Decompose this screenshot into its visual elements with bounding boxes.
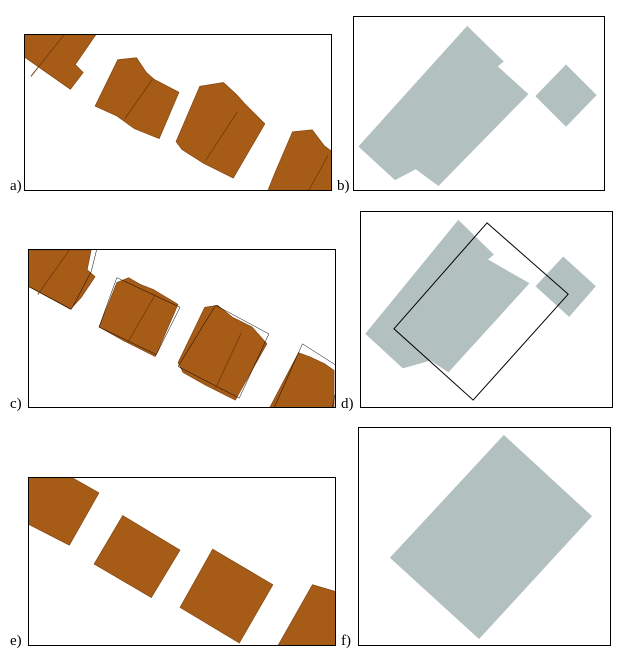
building-roof-4 (269, 352, 335, 407)
building-footprint-small (535, 64, 597, 127)
panel-c-label: c) (10, 396, 22, 412)
panel-c-outlines (29, 250, 335, 407)
building-footprint-large (365, 219, 530, 373)
panel-a-ridges (30, 35, 329, 190)
building-block-4 (277, 584, 335, 645)
panel-b-svg (358, 25, 597, 187)
panel-f-label: f) (341, 633, 351, 649)
building-roof-1 (25, 35, 97, 90)
panel-b-label: b) (337, 178, 350, 194)
panel-d-svg (365, 219, 596, 401)
panel-a-frame (24, 34, 332, 191)
building-block-3 (179, 548, 274, 644)
panel-f-svg (389, 434, 593, 640)
building-footprint-large (358, 25, 529, 187)
building-outline-estimated (393, 222, 569, 401)
panel-d-label: d) (341, 396, 354, 412)
building-outline-2 (98, 277, 181, 355)
panel-c-svg (29, 250, 335, 407)
panel-e-svg (29, 478, 335, 645)
panel-e-roofs (29, 478, 335, 645)
panel-e-label: e) (10, 633, 22, 649)
building-outline-4 (274, 343, 335, 407)
panel-c-ridges (37, 250, 242, 389)
panel-f-frame (358, 427, 611, 646)
panel-c-frame (28, 249, 336, 408)
panel-e-frame (28, 477, 336, 646)
panel-b-frame (353, 16, 605, 191)
building-footprint-regularized (389, 434, 593, 640)
building-block-2 (93, 515, 181, 598)
building-roof-1 (29, 250, 96, 310)
building-roof-3 (177, 304, 268, 401)
building-outline-1 (29, 250, 97, 310)
panel-c-roofs (29, 250, 335, 407)
building-footprint-small (535, 256, 596, 317)
building-roof-4 (267, 129, 331, 190)
building-roof-2 (98, 277, 179, 358)
building-roof-2 (94, 57, 180, 140)
building-roof-3 (175, 82, 266, 179)
panel-a-roofs (25, 35, 331, 190)
panel-d-frame (360, 211, 613, 408)
building-outline-3 (177, 304, 270, 399)
panel-a-label: a) (10, 178, 22, 194)
panel-a-svg (25, 35, 331, 190)
building-block-1 (29, 478, 100, 546)
